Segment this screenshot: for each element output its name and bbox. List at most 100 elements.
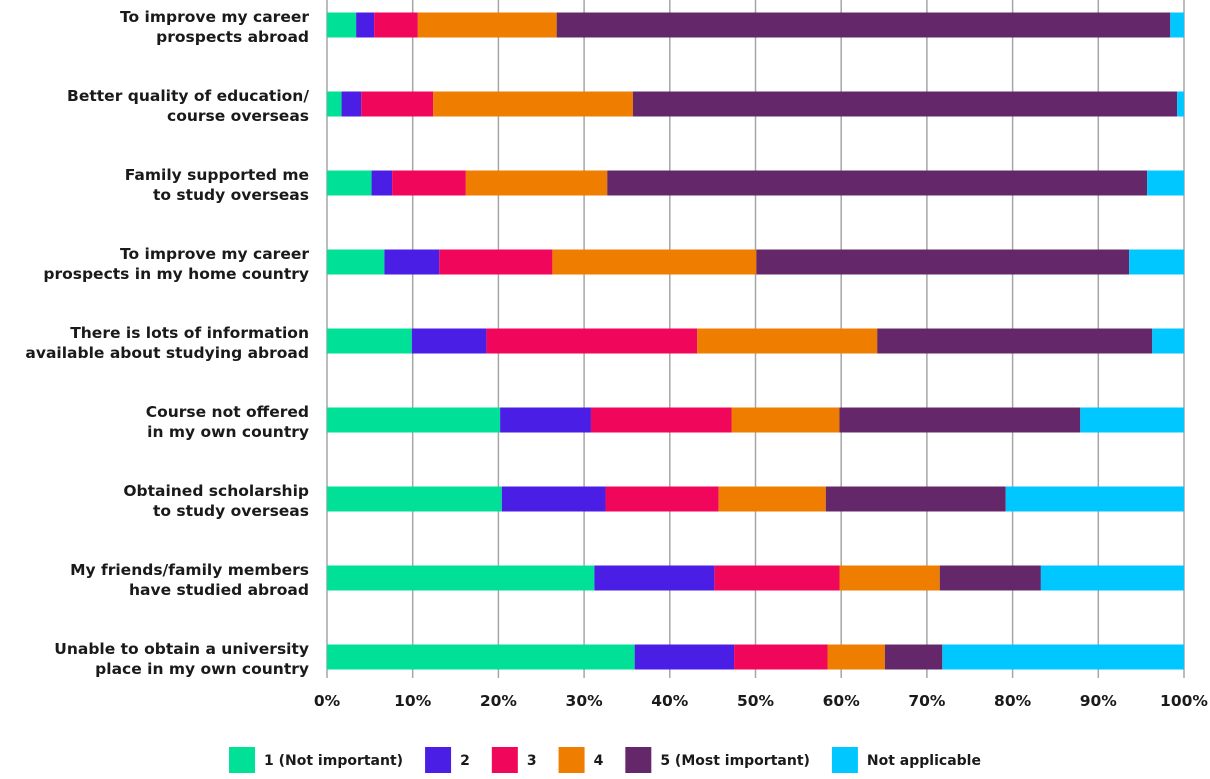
bar-segment	[327, 486, 502, 512]
bar-segment	[433, 91, 633, 117]
bar-row	[327, 486, 1184, 512]
bar-row	[327, 328, 1184, 354]
category-label: There is lots of information available ab…	[25, 324, 309, 362]
category-label-line: To improve my career	[120, 8, 309, 26]
category-label: To improve my career prospects abroad	[120, 8, 309, 46]
bar-segment	[356, 12, 375, 38]
legend-item: 4	[558, 747, 604, 773]
category-label: My friends/family members have studied ab…	[70, 561, 309, 599]
category-label-line: Course not offered	[146, 403, 309, 421]
legend-swatch	[831, 747, 858, 773]
bar-segment	[327, 328, 412, 354]
category-label: To improve my career prospects in my home…	[43, 245, 309, 283]
legend-swatch	[625, 747, 652, 773]
bar-segment	[341, 91, 362, 117]
legend-swatch	[558, 747, 585, 773]
bar-row	[327, 12, 1184, 38]
legend-item: Not applicable	[831, 747, 981, 773]
bar-segment	[327, 170, 372, 196]
bar-segment	[839, 565, 940, 591]
bar-segment	[552, 249, 757, 275]
bar-segment	[827, 644, 885, 670]
bar-segment	[392, 170, 466, 196]
bar-row	[327, 249, 1184, 275]
bar-segment	[374, 12, 418, 38]
bar-segment	[884, 644, 943, 670]
category-label-line: in my own country	[147, 423, 309, 441]
category-label: Course not offered in my own country	[146, 403, 309, 441]
legend-item: 2	[425, 747, 470, 773]
legend-label: Not applicable	[867, 753, 981, 769]
legend-swatch	[425, 747, 452, 773]
x-tick-label: 30%	[566, 692, 604, 710]
bar-segment	[607, 170, 1148, 196]
category-label-line: There is lots of information	[70, 324, 309, 342]
category-label-line: My friends/family members	[70, 561, 309, 579]
x-tick-label: 90%	[1080, 692, 1118, 710]
bar-segment	[327, 91, 342, 117]
x-tick-label: 20%	[480, 692, 518, 710]
bar-segment	[734, 644, 828, 670]
bar-segment	[632, 91, 1178, 117]
bar-segment	[439, 249, 553, 275]
legend-item: 3	[491, 747, 537, 773]
bar-segment	[327, 644, 635, 670]
bar-row	[327, 170, 1184, 196]
bar-segment	[756, 249, 1130, 275]
bar-segment	[361, 91, 434, 117]
category-label: Obtained scholarship to study overseas	[123, 482, 309, 520]
category-labels: To improve my career prospects abroad Bett…	[25, 8, 309, 678]
bar-segment	[590, 407, 732, 433]
bar-segment	[877, 328, 1153, 354]
legend-label: 2	[460, 753, 470, 769]
legend-swatch	[491, 747, 518, 773]
bar-segment	[371, 170, 393, 196]
x-axis-tick-labels: 0% 10% 20% 30% 40% 50% 60% 70% 80% 90% 100%	[314, 692, 1209, 710]
x-tick-label: 0%	[314, 692, 341, 710]
category-label-line: To improve my career	[120, 245, 309, 263]
legend-item: 5 (Most important)	[625, 747, 810, 773]
bar-segment	[327, 249, 385, 275]
category-label: Unable to obtain a university place in my…	[54, 640, 309, 678]
category-label-line: to study overseas	[153, 502, 309, 520]
bar-segment	[634, 644, 735, 670]
x-tick-label: 50%	[737, 692, 775, 710]
category-label-line: Obtained scholarship	[123, 482, 309, 500]
bar-segment	[942, 644, 1184, 670]
bar-segment	[327, 12, 357, 38]
bar-row	[327, 644, 1184, 670]
bar-segment	[411, 328, 487, 354]
bar-segment	[1170, 12, 1184, 38]
bar-row	[327, 565, 1184, 591]
category-label-line: Unable to obtain a university	[54, 640, 309, 658]
bar-segment	[501, 486, 606, 512]
category-label-line: course overseas	[167, 107, 309, 125]
legend-label: 3	[527, 753, 537, 769]
bar-segment	[417, 12, 557, 38]
bar-segment	[327, 407, 501, 433]
category-label-line: have studied abroad	[129, 581, 309, 599]
category-label-line: Better quality of education/	[67, 87, 309, 105]
legend-swatch	[229, 747, 256, 773]
category-label-line: to study overseas	[153, 186, 309, 204]
bar-segment	[1129, 249, 1184, 275]
bar-segment	[594, 565, 715, 591]
bar-segment	[839, 407, 1081, 433]
bar-row	[327, 91, 1184, 117]
legend-label: 5 (Most important)	[660, 753, 810, 769]
bar-segment	[384, 249, 440, 275]
bar-segment	[465, 170, 608, 196]
bar-segment	[605, 486, 719, 512]
x-tick-label: 60%	[823, 692, 861, 710]
bar-row	[327, 407, 1184, 433]
x-tick-label: 40%	[651, 692, 689, 710]
legend-label: 4	[594, 753, 604, 769]
x-tick-label: 70%	[908, 692, 946, 710]
bar-segment	[825, 486, 1006, 512]
legend-item: 1 (Not important)	[229, 747, 403, 773]
x-tick-label: 100%	[1160, 692, 1208, 710]
bar-segment	[718, 486, 826, 512]
legend: 1 (Not important) 2 3 4 5 (Most important) No…	[229, 747, 981, 773]
bar-segment	[327, 565, 595, 591]
